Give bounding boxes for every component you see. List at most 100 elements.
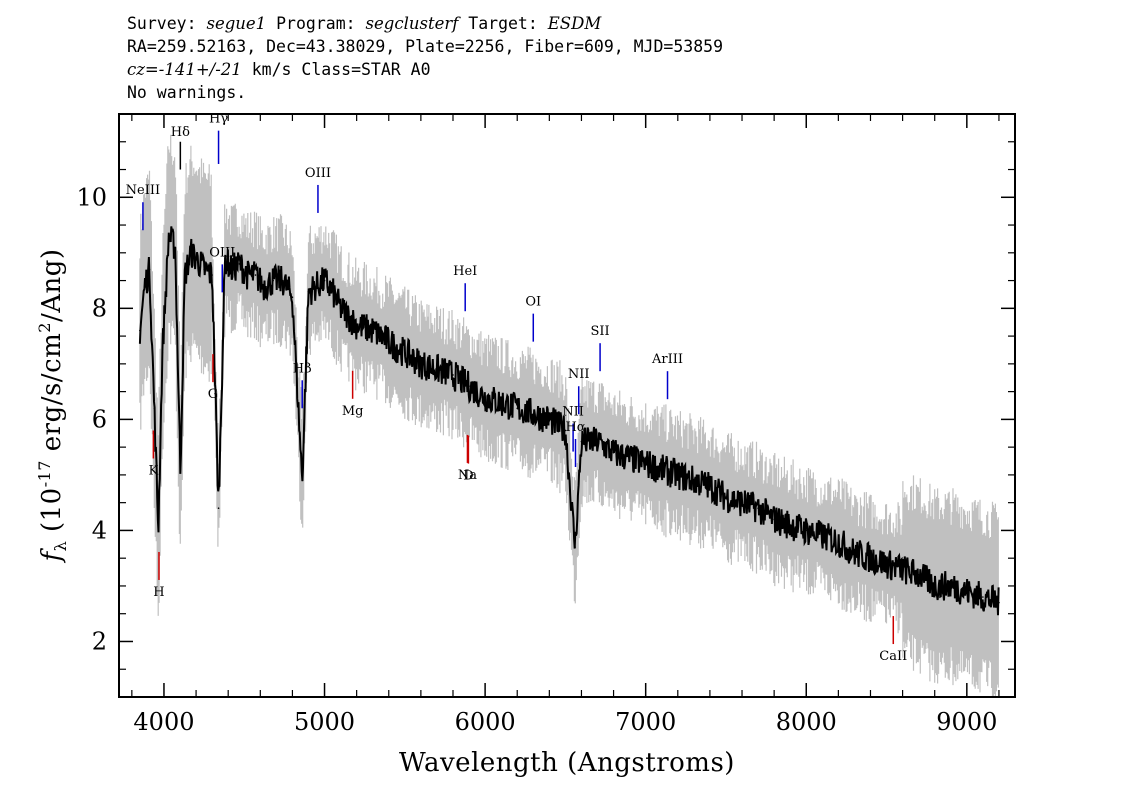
flux-point — [224, 257, 226, 260]
flux-point — [837, 540, 840, 543]
flux-point — [307, 290, 310, 293]
flux-point — [516, 407, 519, 410]
flux-point — [484, 396, 486, 398]
flux-point — [709, 485, 711, 487]
line-label: Na — [458, 468, 477, 483]
flux-series-group — [138, 226, 1000, 616]
flux-point — [246, 274, 249, 276]
line-label: Hδ — [171, 125, 190, 140]
flux-line — [138, 226, 1000, 616]
flux-point — [254, 274, 257, 276]
flux-point — [580, 440, 583, 443]
flux-point — [789, 524, 791, 526]
x-tick-label: 7000 — [615, 708, 676, 736]
plot-frame — [118, 113, 1016, 698]
spectral-line-markers: NeIIIHδHγOIIIHβOIIIHeIOINIIHαNIISIIArIII… — [126, 112, 908, 664]
y-tick-label: 2 — [92, 627, 107, 655]
flux-point — [301, 479, 304, 482]
flux-point — [291, 296, 294, 299]
survey-value: segue1 — [206, 14, 267, 33]
line-label: Mg — [342, 404, 364, 419]
y-tick-label: 8 — [92, 294, 107, 322]
flux-point — [773, 518, 775, 521]
flux-point — [644, 463, 647, 465]
line-label: Hγ — [209, 112, 228, 127]
x-tick-label: 5000 — [294, 708, 355, 736]
cz-label: cz= — [127, 60, 159, 79]
flux-point — [371, 329, 374, 332]
flux-point — [420, 363, 422, 365]
flux-point — [966, 590, 968, 593]
flux-point — [853, 551, 856, 554]
x-tick-label: 9000 — [936, 708, 997, 736]
coordinates-line: RA=259.52163, Dec=43.38029, Plate=2256, … — [127, 37, 724, 56]
flux-point — [725, 496, 727, 498]
flux-point — [174, 246, 177, 249]
x-tick-label: 4000 — [133, 708, 194, 736]
flux-point — [885, 562, 888, 565]
x-axis-title: Wavelength (Angstroms) — [399, 748, 735, 778]
flux-point — [821, 535, 824, 537]
flux-point — [331, 290, 334, 293]
survey-label: Survey: — [127, 14, 197, 33]
line-label: Hα — [565, 420, 585, 435]
flux-point — [272, 279, 274, 282]
flux-point — [933, 585, 936, 587]
line-label: OIII — [209, 245, 235, 260]
flux-point — [757, 507, 759, 510]
flux-point — [628, 457, 631, 460]
program-value: segclusterf — [365, 14, 459, 33]
line-label: G — [208, 387, 218, 402]
flux-point — [404, 351, 406, 354]
flux-point — [203, 268, 205, 271]
line-label: NeIII — [126, 183, 160, 198]
target-label: Target: — [468, 14, 538, 33]
flux-point — [315, 285, 318, 287]
flux-point — [917, 574, 920, 576]
flux-point — [387, 340, 390, 343]
flux-point — [452, 374, 454, 376]
line-label: H — [153, 585, 164, 600]
flux-point — [901, 568, 904, 571]
line-label: HeI — [453, 264, 477, 279]
flux-point — [190, 252, 193, 254]
flux-point — [869, 557, 872, 559]
flux-point — [596, 440, 599, 443]
flux-point — [262, 285, 265, 287]
flux-point — [139, 329, 141, 332]
y-tick-label: 6 — [92, 405, 107, 433]
flux-point — [195, 257, 197, 260]
flux-point — [612, 451, 615, 454]
line-label: OI — [525, 295, 541, 310]
line-label: K — [149, 463, 159, 478]
flux-point — [143, 285, 146, 287]
flux-point — [805, 529, 808, 532]
flux-point — [982, 596, 984, 598]
cz-value: -141+/-21 — [158, 60, 242, 79]
target-value: ESDM — [547, 14, 602, 33]
flux-point — [179, 468, 182, 471]
flux-point — [230, 268, 233, 271]
flux-point — [500, 401, 502, 404]
flux-point — [167, 235, 170, 237]
flux-point — [339, 307, 342, 310]
flux-point — [532, 413, 535, 415]
flux-point — [548, 418, 551, 421]
y-axis-title: fλ (10-17 erg/s/cm2/Ang) — [35, 248, 70, 563]
flux-point — [217, 507, 220, 510]
flux-point — [211, 274, 213, 276]
flux-point — [161, 351, 164, 354]
warnings-line: No warnings. — [127, 83, 247, 102]
line-label: SII — [590, 324, 609, 339]
flux-point — [153, 407, 156, 410]
line-label: NII — [568, 367, 590, 382]
class-text: km/s Class=STAR A0 — [241, 60, 431, 79]
flux-point — [693, 479, 695, 482]
flux-point — [281, 279, 284, 282]
line-label: D — [463, 469, 473, 484]
flux-point — [436, 368, 438, 371]
flux-point — [574, 546, 576, 548]
flux-point — [355, 324, 358, 326]
spectrum-header: Survey: segue1 Program: segclusterf Targ… — [127, 12, 723, 104]
